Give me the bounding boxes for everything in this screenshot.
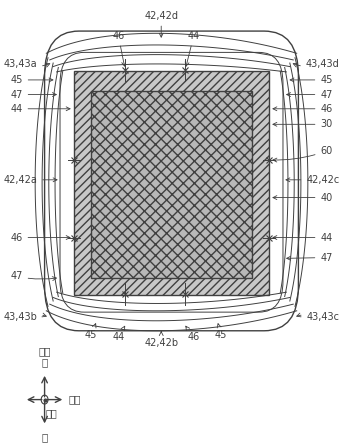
Text: 43,43c: 43,43c [297, 313, 340, 322]
Text: 43,43b: 43,43b [3, 313, 46, 322]
Text: 45: 45 [85, 324, 97, 340]
Text: 下: 下 [42, 432, 48, 442]
Text: 47: 47 [287, 90, 333, 99]
Text: 44: 44 [112, 326, 125, 342]
Text: 径向: 径向 [46, 408, 57, 419]
FancyBboxPatch shape [45, 31, 298, 331]
Text: 47: 47 [10, 90, 56, 99]
Text: 45: 45 [10, 75, 53, 85]
Text: 42,42b: 42,42b [144, 332, 178, 348]
Text: 40: 40 [273, 193, 333, 202]
Text: 42,42a: 42,42a [3, 175, 57, 185]
Text: 44: 44 [185, 31, 200, 66]
Text: 42,42c: 42,42c [286, 175, 340, 185]
Bar [91, 91, 252, 278]
Text: 46: 46 [10, 233, 70, 242]
Text: 轴向: 轴向 [38, 346, 51, 356]
Text: 46: 46 [273, 104, 333, 114]
Text: 周向: 周向 [69, 395, 81, 404]
Text: 47: 47 [10, 271, 56, 281]
Text: 47: 47 [287, 253, 333, 262]
Text: 60: 60 [273, 146, 333, 162]
Text: 上: 上 [42, 357, 48, 367]
Text: 46: 46 [112, 31, 126, 66]
Text: 45: 45 [290, 75, 333, 85]
Text: 30: 30 [273, 119, 333, 129]
Text: 45: 45 [215, 324, 227, 340]
Text: 44: 44 [273, 233, 333, 242]
Text: 43,43a: 43,43a [3, 59, 50, 69]
Text: 42,42d: 42,42d [144, 11, 178, 37]
Text: 46: 46 [186, 326, 200, 342]
Text: 44: 44 [10, 104, 70, 114]
Bar [74, 71, 269, 295]
Text: 43,43d: 43,43d [293, 59, 340, 69]
FancyBboxPatch shape [60, 52, 283, 312]
